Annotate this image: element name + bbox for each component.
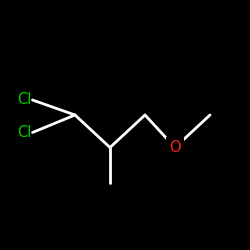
Text: Cl: Cl: [17, 125, 31, 140]
Text: Cl: Cl: [17, 92, 31, 108]
Text: O: O: [169, 140, 181, 155]
